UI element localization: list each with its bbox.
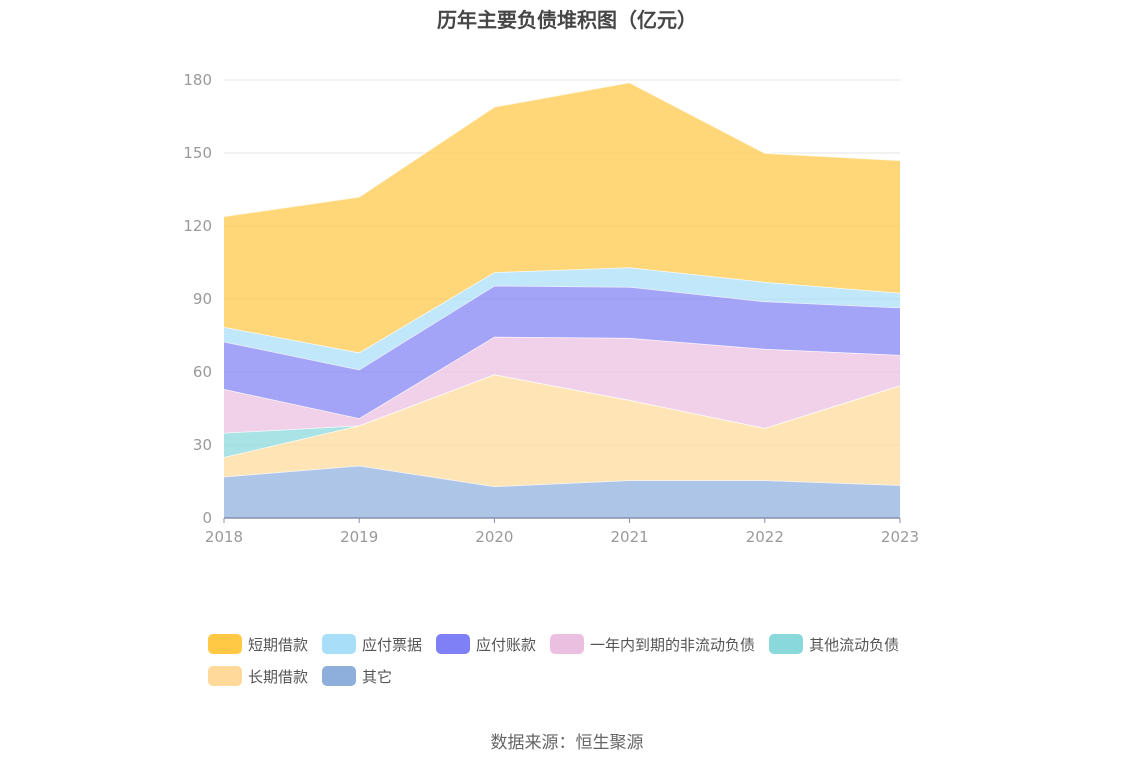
- legend-label: 长期借款: [248, 667, 309, 686]
- x-tick-label: 2023: [881, 528, 919, 546]
- x-tick-label: 2022: [746, 528, 784, 546]
- legend-label: 其它: [362, 667, 393, 686]
- axes: 0 30 60 90 120 150 180 2018 2019 2020 2021 2022 2023: [183, 71, 919, 546]
- legend-row: 短期借款 应付票据 应付账款 一年内到期的非流动负债 其他流动负债: [208, 632, 968, 656]
- area-series-4[interactable]: [224, 285, 900, 419]
- legend-row: 长期借款 其它: [208, 664, 968, 688]
- chart-title: 历年主要负债堆积图（亿元）: [437, 8, 697, 32]
- stacked-area-chart: 0 30 60 90 120 150 180 2018 2019 2020 2021 2022 2023: [183, 71, 919, 546]
- x-tick-label: 2021: [611, 528, 649, 546]
- legend-label: 应付账款: [476, 635, 537, 654]
- area-series: [223, 81, 901, 518]
- legend-swatch: [208, 666, 242, 686]
- x-tick-label: 2019: [340, 528, 378, 546]
- y-tick-label: 30: [193, 436, 212, 454]
- area-series-1[interactable]: [224, 374, 900, 487]
- legend-item[interactable]: 长期借款: [208, 666, 308, 687]
- legend-swatch: [322, 666, 357, 686]
- area-series-5[interactable]: [224, 267, 900, 370]
- legend-item[interactable]: 其他流动负债: [769, 634, 899, 655]
- legend-swatch: [208, 634, 242, 654]
- y-tick-label: 120: [183, 217, 212, 235]
- y-tick-label: 60: [193, 363, 212, 381]
- legend-label: 其他流动负债: [809, 635, 900, 654]
- legend-item[interactable]: 应付票据: [322, 634, 422, 655]
- legend-swatch: [436, 634, 471, 654]
- legend-swatch: [550, 634, 585, 654]
- area-series-3[interactable]: [224, 336, 900, 433]
- legend-label: 短期借款: [248, 635, 309, 654]
- legend-item[interactable]: 应付账款: [436, 634, 536, 655]
- legend: 短期借款 应付票据 应付账款 一年内到期的非流动负债 其他流动负债长期借款 其它: [208, 632, 968, 696]
- y-tick-label: 180: [183, 71, 212, 89]
- legend-swatch: [769, 634, 804, 654]
- legend-item[interactable]: 一年内到期的非流动负债: [550, 634, 755, 655]
- area-series-6[interactable]: [224, 82, 900, 353]
- legend-label: 应付票据: [362, 635, 423, 654]
- x-tick-label: 2018: [205, 528, 243, 546]
- area-series-0[interactable]: [224, 465, 900, 518]
- legend-item[interactable]: 短期借款: [208, 634, 308, 655]
- y-tick-label: 150: [183, 144, 212, 162]
- legend-label: 一年内到期的非流动负债: [590, 635, 756, 654]
- area-series-edge-6: [223, 81, 901, 218]
- y-tick-label: 0: [202, 509, 212, 527]
- y-tick-label: 90: [193, 290, 212, 308]
- x-tick-label: 2020: [475, 528, 513, 546]
- data-source-note: 数据来源：恒生聚源: [490, 733, 644, 753]
- legend-item[interactable]: 其它: [322, 666, 392, 687]
- legend-swatch: [322, 634, 357, 654]
